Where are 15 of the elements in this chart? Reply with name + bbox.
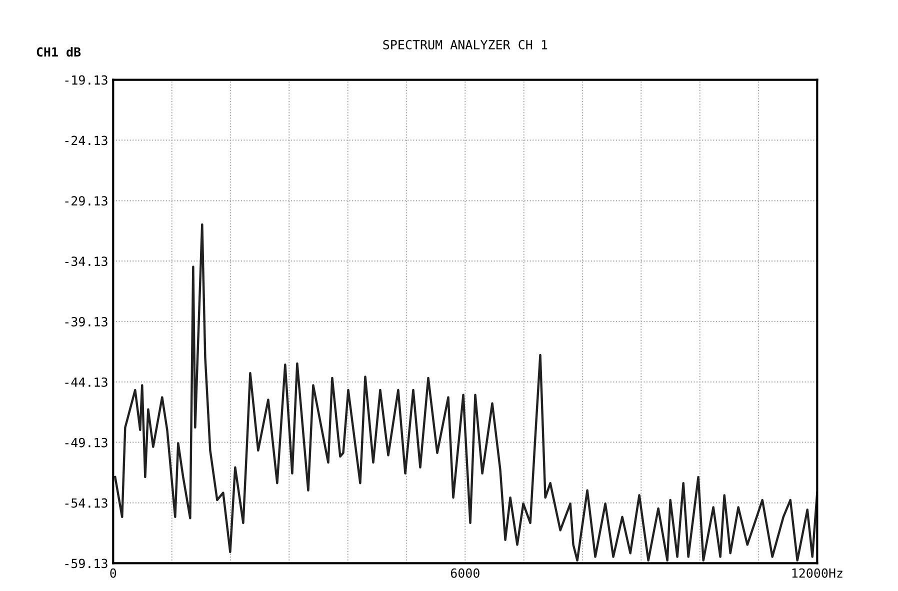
line-series: [114, 223, 818, 562]
x-tick-label: 6000: [450, 568, 480, 578]
x-tick-label: 0: [110, 568, 116, 578]
chart-title: SPECTRUM ANALYZER CH 1: [383, 40, 548, 50]
y-axis-title: CH1 dB: [36, 47, 81, 57]
y-tick-label: -34.13: [65, 256, 108, 266]
y-tick-label: -49.13: [65, 438, 108, 448]
y-tick-label: -24.13: [65, 136, 108, 146]
y-tick-label: -54.13: [65, 498, 108, 508]
y-tick-label: -59.13: [65, 558, 108, 568]
y-tick-label: -19.13: [65, 75, 108, 85]
y-tick-label: -39.13: [65, 317, 108, 326]
y-tick-label: -44.13: [65, 377, 108, 387]
y-tick-label: -29.13: [65, 196, 108, 206]
x-tick-label: 12000Hz: [792, 568, 842, 578]
